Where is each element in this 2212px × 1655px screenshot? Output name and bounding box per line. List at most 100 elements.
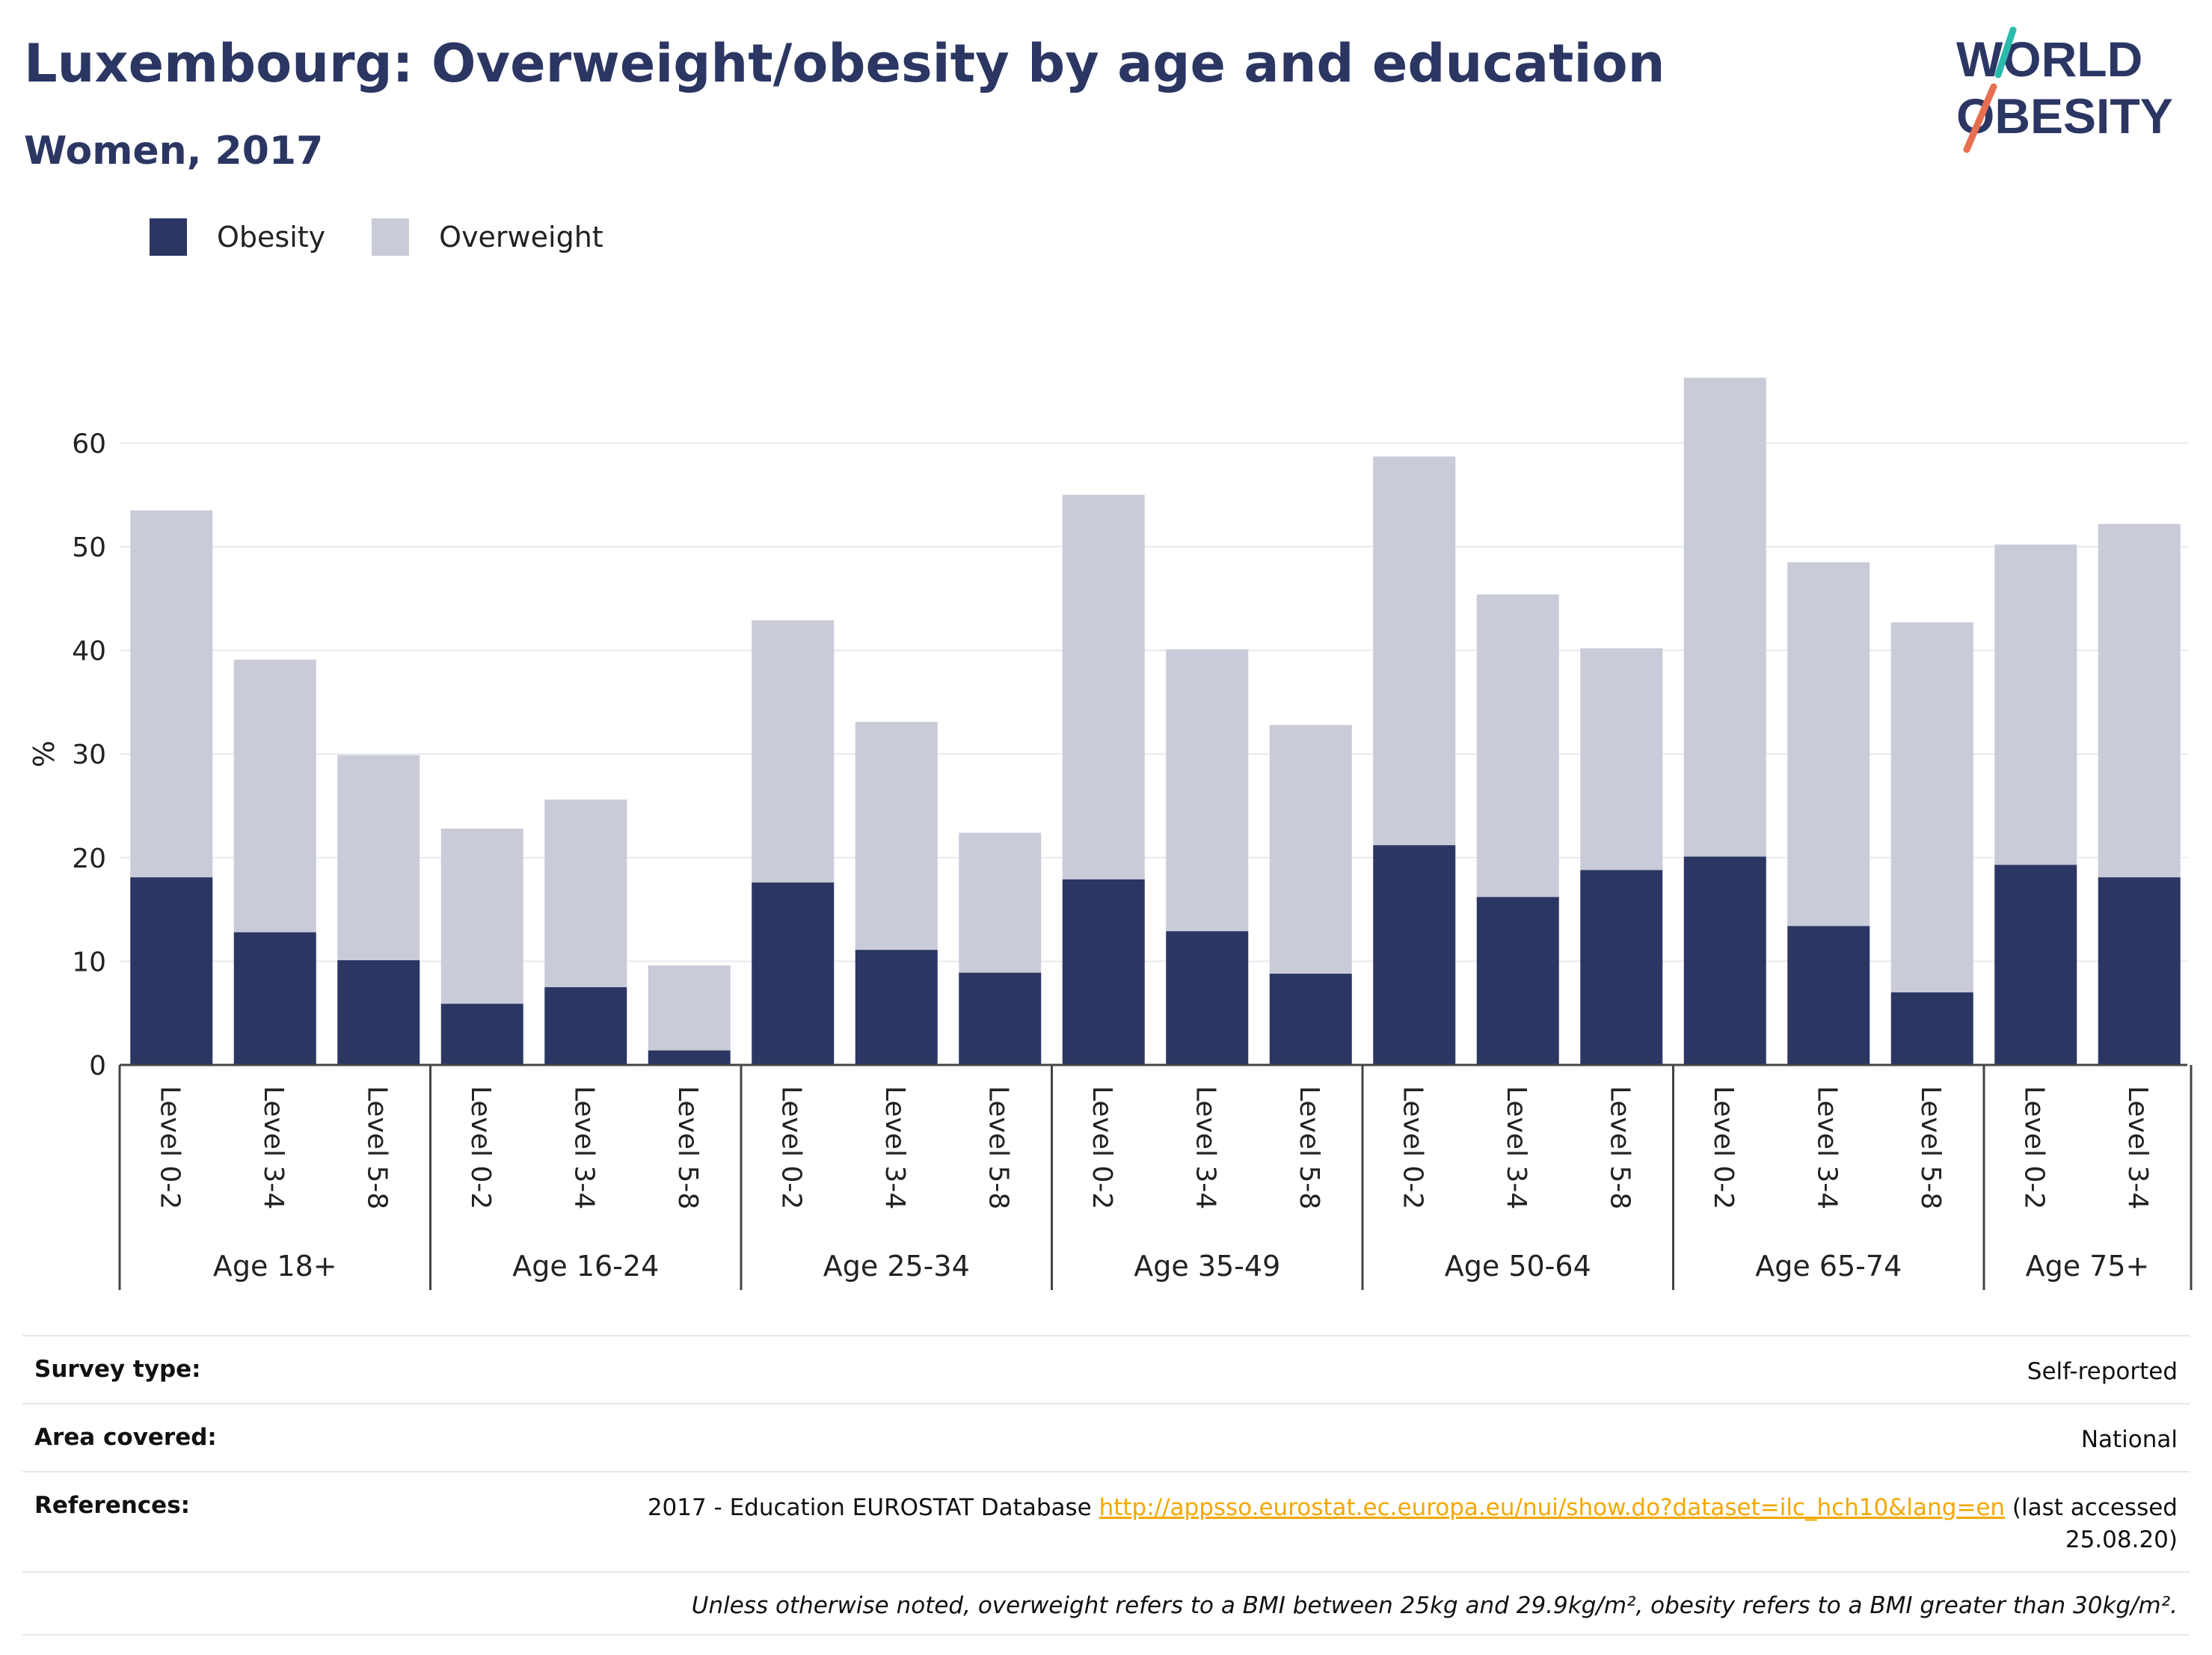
- x-tick-label-5-3: Level 5-8: [1604, 1086, 1635, 1209]
- references-link[interactable]: http://appsso.eurostat.ec.europa.eu/nui/…: [1099, 1494, 2006, 1521]
- bar-overweight-2-3: [648, 965, 731, 1051]
- x-tick-label-3-3: Level 5-8: [983, 1086, 1013, 1209]
- x-tick-label-5-1: Level 0-2: [1397, 1086, 1428, 1209]
- bar-obesity-4-2: [1166, 931, 1249, 1065]
- references-label: References:: [34, 1492, 191, 1519]
- x-tick-label-3-2: Level 3-4: [879, 1086, 910, 1209]
- bar-overweight-6-2: [1787, 562, 1870, 927]
- x-tick-label-1-3: Level 5-8: [361, 1086, 392, 1209]
- y-tick-label-10: 10: [72, 947, 106, 977]
- meta-row-note: Unless otherwise noted, overweight refer…: [22, 1571, 2190, 1636]
- bar-overweight-1-2: [233, 660, 316, 933]
- y-tick-label-20: 20: [72, 844, 106, 874]
- x-tick-label-2-3: Level 5-8: [672, 1086, 703, 1209]
- x-tick-label-7-2: Level 3-4: [2122, 1086, 2153, 1209]
- group-label-1: Age 18+: [213, 1250, 337, 1283]
- legend-swatch-obesity: [150, 218, 187, 256]
- group-label-7: Age 75+: [2026, 1250, 2150, 1283]
- logo-slash-coral: [1963, 83, 1997, 153]
- meta-row-references: References: 2017 - Education EUROSTAT Da…: [22, 1471, 2190, 1571]
- legend-item-overweight[interactable]: Overweight: [372, 218, 603, 256]
- survey-meta-table: Survey type: Self-reported Area covered:…: [22, 1335, 2190, 1636]
- bar-obesity-3-2: [855, 950, 938, 1065]
- bar-obesity-1-2: [233, 932, 316, 1065]
- area-covered-value: National: [2080, 1426, 2178, 1453]
- meta-row-survey-type: Survey type: Self-reported: [22, 1335, 2190, 1403]
- legend-label-obesity: Obesity: [217, 221, 326, 254]
- references-prefix: 2017 - Education EUROSTAT Database: [647, 1494, 1099, 1521]
- group-label-5: Age 50-64: [1445, 1250, 1591, 1283]
- y-tick-label-40: 40: [72, 636, 106, 667]
- bar-obesity-6-3: [1890, 992, 1973, 1065]
- group-label-4: Age 35-49: [1134, 1250, 1280, 1283]
- x-tick-label-4-2: Level 3-4: [1190, 1086, 1220, 1209]
- bar-overweight-2-1: [440, 828, 523, 1004]
- group-label-2: Age 16-24: [512, 1250, 659, 1283]
- group-label-6: Age 65-74: [1755, 1250, 1902, 1283]
- x-tick-label-2-1: Level 0-2: [465, 1086, 496, 1209]
- legend-item-obesity[interactable]: Obesity: [150, 218, 325, 256]
- bar-obesity-5-3: [1580, 870, 1663, 1065]
- bar-overweight-4-1: [1062, 494, 1145, 879]
- survey-type-label: Survey type:: [34, 1356, 201, 1383]
- bar-obesity-5-1: [1373, 845, 1456, 1065]
- bar-obesity-3-3: [959, 972, 1042, 1065]
- bar-overweight-7-1: [1994, 544, 2077, 865]
- bar-overweight-6-3: [1890, 622, 1973, 992]
- group-label-3: Age 25-34: [823, 1250, 970, 1283]
- bar-chart: 0 10 20 30 40 50 60% Level 0-2 Level 3-4 Level 5-…: [28, 378, 2193, 1290]
- bar-overweight-4-3: [1269, 725, 1352, 974]
- bar-obesity-7-1: [1994, 865, 2077, 1065]
- chart-subtitle: Women, 2017: [24, 129, 324, 174]
- bar-overweight-7-2: [2098, 523, 2181, 878]
- bar-obesity-2-1: [440, 1004, 523, 1065]
- x-tick-label-3-1: Level 0-2: [775, 1086, 806, 1209]
- bar-overweight-6-1: [1683, 378, 1766, 857]
- legend-label-overweight: Overweight: [439, 221, 603, 254]
- y-tick-label-60: 60: [72, 429, 106, 459]
- logo-line1: WORLD: [1956, 31, 2142, 87]
- x-tick-label-4-3: Level 5-8: [1294, 1086, 1324, 1209]
- references-suffix: (last accessed 25.08.20): [2005, 1494, 2178, 1553]
- references-value: 2017 - Education EUROSTAT Database http:…: [532, 1492, 2178, 1556]
- bar-obesity-6-2: [1787, 926, 1870, 1065]
- bar-overweight-4-2: [1166, 649, 1249, 932]
- bar-obesity-5-2: [1476, 897, 1559, 1065]
- chart-legend: Obesity Overweight: [150, 218, 650, 256]
- bar-obesity-2-2: [544, 987, 627, 1065]
- logo-slash-teal: [1994, 26, 2017, 79]
- x-tick-label-1-2: Level 3-4: [258, 1086, 289, 1209]
- y-tick-label-30: 30: [72, 740, 106, 770]
- meta-row-area: Area covered: National: [22, 1403, 2190, 1471]
- bar-overweight-5-1: [1373, 456, 1456, 846]
- x-tick-label-6-3: Level 5-8: [1915, 1086, 1946, 1209]
- bar-overweight-5-3: [1580, 648, 1663, 871]
- x-tick-label-4-1: Level 0-2: [1087, 1086, 1117, 1209]
- chart-title: Luxembourg: Overweight/obesity by age an…: [24, 33, 1665, 94]
- world-obesity-logo: WORLD OBESITY: [1956, 26, 2173, 153]
- x-tick-label-1-1: Level 0-2: [154, 1086, 185, 1209]
- bar-obesity-1-3: [337, 960, 420, 1065]
- x-tick-label-2-2: Level 3-4: [568, 1086, 599, 1209]
- x-tick-label-6-2: Level 3-4: [1811, 1086, 1842, 1209]
- bar-overweight-3-3: [959, 832, 1042, 973]
- bar-obesity-3-1: [752, 882, 835, 1065]
- bar-overweight-3-2: [855, 722, 938, 951]
- y-tick-label-50: 50: [72, 532, 106, 563]
- bar-obesity-1-1: [130, 877, 213, 1065]
- survey-type-value: Self-reported: [2027, 1358, 2178, 1385]
- bar-obesity-2-3: [648, 1050, 731, 1065]
- x-tick-label-5-2: Level 3-4: [1501, 1086, 1531, 1209]
- bar-overweight-5-2: [1476, 594, 1559, 897]
- x-tick-label-6-1: Level 0-2: [1708, 1086, 1739, 1209]
- bar-obesity-6-1: [1683, 856, 1766, 1065]
- bar-overweight-3-1: [752, 620, 835, 883]
- x-tick-label-7-1: Level 0-2: [2018, 1086, 2049, 1209]
- bmi-definition-note: Unless otherwise noted, overweight refer…: [691, 1592, 2178, 1619]
- bar-obesity-4-3: [1269, 974, 1352, 1065]
- bar-overweight-1-3: [337, 755, 420, 961]
- bar-overweight-1-1: [130, 510, 213, 878]
- bar-obesity-7-2: [2098, 877, 2181, 1065]
- y-axis-label: %: [28, 740, 61, 767]
- bar-obesity-4-1: [1062, 879, 1145, 1065]
